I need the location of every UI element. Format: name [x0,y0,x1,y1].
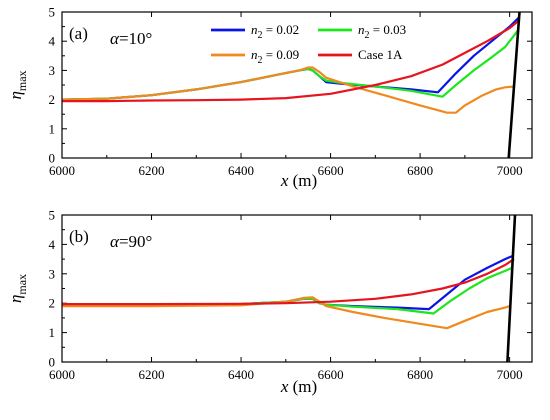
y-tick-label: 4 [49,34,56,49]
x-axis-label: x (m) [280,377,317,396]
x-tick-label: 6400 [228,163,254,178]
x-tick-label: 6800 [407,163,433,178]
panel-b: 6000 6200 6400 6600 6800 7000 0 1 2 3 4 5 (b) α=90° x … [6,208,533,396]
x-tick-label: 6200 [139,367,165,382]
x-tick-label: 6000 [49,163,75,178]
angle-label: α=90° [110,232,152,251]
y-tick-label: 2 [49,92,56,107]
y-axis-label: ηmax [6,274,29,303]
y-tick-label: 1 [49,121,56,136]
x-tick-label: 7000 [497,367,523,382]
y-tick-label: 1 [49,325,56,340]
legend-label: n2 = 0.09 [251,47,299,66]
series-line-case-1a [62,19,520,103]
x-tick-label: 6000 [49,367,75,382]
y-tick-label: 4 [49,237,56,252]
y-tick-label: 3 [49,266,56,281]
y-tick-label: 0 [49,151,56,166]
y-axis-label: ηmax [6,70,29,99]
series-group [62,12,521,158]
x-tick-label: 6800 [407,367,433,382]
x-tick-label: 6600 [318,367,344,382]
y-tick-label: 0 [49,355,56,370]
series-line-n2-0-09 [62,66,515,114]
plot-frame [61,214,533,363]
x-tick-label: 7000 [497,163,523,178]
x-tick-label: 6600 [318,163,344,178]
shoreline-line [506,215,517,362]
legend: n2 = 0.02 n2 = 0.03 n2 = 0.09 Case 1A [211,22,406,66]
y-tick-label: 5 [49,5,56,20]
shoreline-line [507,12,521,158]
angle-label: α=10° [110,29,152,48]
legend-label: n2 = 0.03 [358,22,406,41]
series-group [62,215,517,362]
legend-label: Case 1A [358,47,403,62]
series-line-n2-0-09 [62,296,510,330]
panel-label: (b) [69,227,89,246]
x-tick-label: 6200 [139,163,165,178]
series-line-case-1a [62,258,515,306]
panel-label: (a) [69,24,88,43]
x-tick-label: 6400 [228,367,254,382]
y-tick-label: 5 [49,208,56,223]
y-tick-label: 3 [49,63,56,78]
legend-label: n2 = 0.02 [251,22,299,41]
x-axis-label: x (m) [280,171,317,190]
panel-a: 6000 6200 6400 6600 6800 7000 0 1 2 3 4 5 (a) α=10° x … [6,5,533,190]
y-tick-label: 2 [49,296,56,311]
plot-frame [61,11,533,159]
